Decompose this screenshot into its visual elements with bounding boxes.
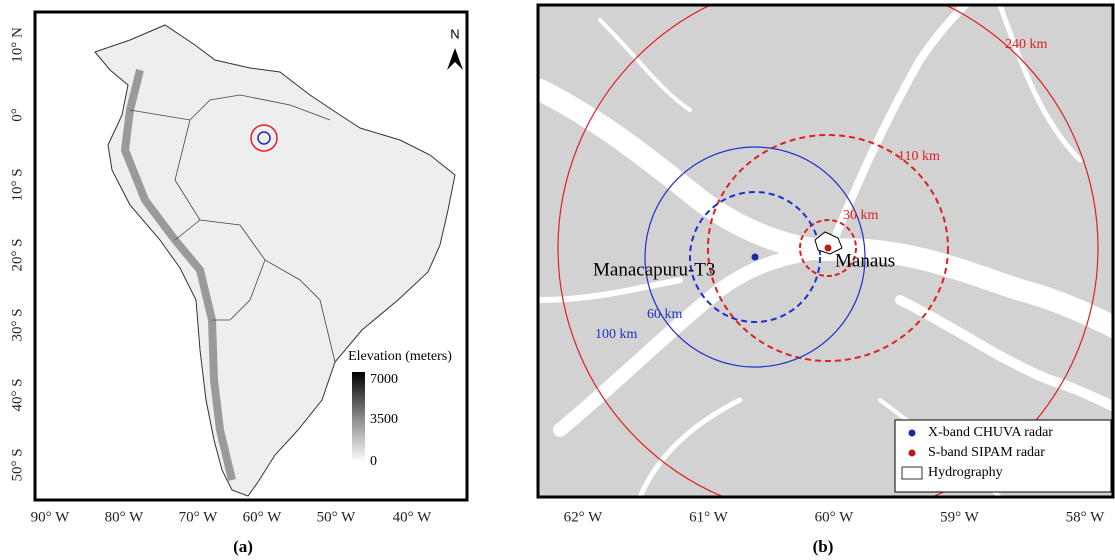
legend-label: 7000 xyxy=(370,372,398,387)
ring-label: 100 km xyxy=(595,327,638,342)
panel-a: N Elevation (meters) 7000 3500 0 10° N 0°… xyxy=(9,10,469,556)
lon-label: 62° W xyxy=(564,509,603,525)
lat-label: 10° S xyxy=(9,168,25,201)
legend-symbol xyxy=(901,466,923,480)
lon-label: 59° W xyxy=(940,509,979,525)
legend-label: 3500 xyxy=(370,412,398,427)
ring-label: 240 km xyxy=(1005,37,1048,52)
lat-label: 50° S xyxy=(9,448,25,481)
range-ring xyxy=(557,5,1099,497)
lon-label: 90° W xyxy=(31,509,70,525)
radar-area xyxy=(250,124,278,152)
continent xyxy=(94,24,456,497)
city-outline xyxy=(814,231,843,255)
legend-box xyxy=(894,419,1112,493)
caption: (b) xyxy=(813,537,834,556)
ring-label: 30 km xyxy=(843,208,879,223)
lon-label: 80° W xyxy=(105,509,144,525)
borders xyxy=(129,94,336,363)
caption: (a) xyxy=(233,537,253,556)
legend-symbol xyxy=(908,449,916,457)
legend-label: 0 xyxy=(370,454,377,469)
legend-label: S-band SIPAM radar xyxy=(928,445,1045,460)
s-band-radar xyxy=(824,244,832,252)
site-label: Manacapuru-T3 xyxy=(593,259,715,280)
lon-label: 50° W xyxy=(317,509,356,525)
ring-label: 110 km xyxy=(898,149,940,164)
lat-label: 40° S xyxy=(9,378,25,411)
lat-label: 10° N xyxy=(9,27,25,63)
legend: X-band CHUVA radar S-band SIPAM radar Hy… xyxy=(894,419,1112,493)
lon-label: 40° W xyxy=(393,509,432,525)
x-band-radar xyxy=(751,253,759,261)
lon-label: 60° W xyxy=(815,509,854,525)
lon-label: 60° W xyxy=(243,509,282,525)
range-ring xyxy=(707,134,949,362)
lon-label: 58° W xyxy=(1066,509,1105,525)
lon-label: 70° W xyxy=(179,509,218,525)
lon-label: 61° W xyxy=(689,509,728,525)
range-ring xyxy=(644,146,866,368)
panel-b: 240 km 110 km 30 km 60 km 100 km Manacap… xyxy=(536,3,1115,556)
ring-label: 60 km xyxy=(647,307,683,322)
radar-area xyxy=(257,131,271,145)
lat-label: 0° xyxy=(9,108,25,122)
andes xyxy=(121,69,236,481)
north-arrow xyxy=(447,48,463,70)
lat-label: 20° S xyxy=(9,238,25,271)
lat-label: 30° S xyxy=(9,308,25,341)
site-label: Manaus xyxy=(835,250,895,271)
map-frame xyxy=(536,3,1115,499)
range-ring xyxy=(689,191,821,323)
north-label: N xyxy=(450,26,459,41)
range-ring xyxy=(799,219,857,277)
legend-symbol xyxy=(908,429,916,437)
elevation-bar xyxy=(352,372,365,462)
legend-title: Elevation (meters) xyxy=(348,349,452,364)
legend-label: Hydrography xyxy=(928,465,1003,480)
legend-label: X-band CHUVA radar xyxy=(928,425,1053,440)
